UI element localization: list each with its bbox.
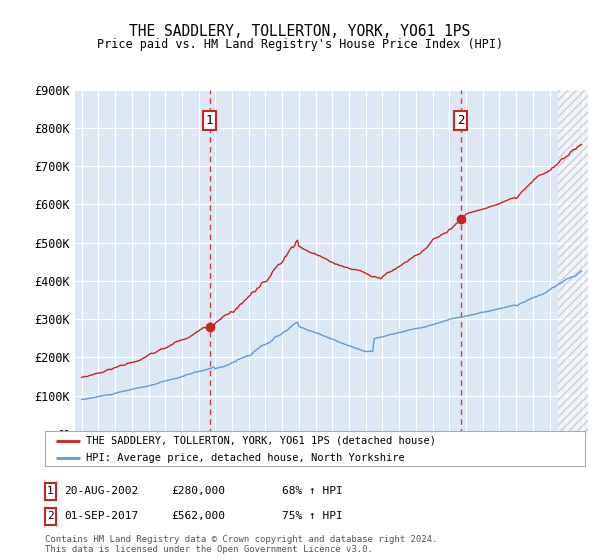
Text: 1: 1: [47, 486, 54, 496]
Text: Contains HM Land Registry data © Crown copyright and database right 2024.
This d: Contains HM Land Registry data © Crown c…: [45, 535, 437, 554]
Text: 68% ↑ HPI: 68% ↑ HPI: [282, 486, 343, 496]
Text: HPI: Average price, detached house, North Yorkshire: HPI: Average price, detached house, Nort…: [86, 453, 404, 463]
Text: THE SADDLERY, TOLLERTON, YORK, YO61 1PS (detached house): THE SADDLERY, TOLLERTON, YORK, YO61 1PS …: [86, 436, 436, 446]
Text: £562,000: £562,000: [171, 511, 225, 521]
Text: THE SADDLERY, TOLLERTON, YORK, YO61 1PS: THE SADDLERY, TOLLERTON, YORK, YO61 1PS: [130, 24, 470, 39]
Bar: [558, 90, 588, 434]
Text: 2: 2: [47, 511, 54, 521]
Text: 1: 1: [206, 114, 213, 127]
Text: £280,000: £280,000: [171, 486, 225, 496]
Text: 20-AUG-2002: 20-AUG-2002: [64, 486, 139, 496]
Text: 2: 2: [457, 114, 464, 127]
Text: 01-SEP-2017: 01-SEP-2017: [64, 511, 139, 521]
Text: 75% ↑ HPI: 75% ↑ HPI: [282, 511, 343, 521]
Text: Price paid vs. HM Land Registry's House Price Index (HPI): Price paid vs. HM Land Registry's House …: [97, 38, 503, 50]
